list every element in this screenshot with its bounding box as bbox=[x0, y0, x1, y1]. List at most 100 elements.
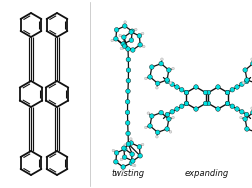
Circle shape bbox=[122, 155, 127, 159]
Circle shape bbox=[244, 127, 248, 131]
Circle shape bbox=[155, 136, 158, 138]
Circle shape bbox=[250, 58, 252, 61]
Circle shape bbox=[249, 110, 252, 115]
Circle shape bbox=[169, 82, 174, 86]
Circle shape bbox=[193, 85, 198, 89]
Circle shape bbox=[229, 87, 234, 92]
Circle shape bbox=[169, 82, 171, 84]
Circle shape bbox=[134, 28, 137, 31]
Circle shape bbox=[183, 101, 188, 106]
Circle shape bbox=[121, 35, 126, 39]
Circle shape bbox=[224, 101, 229, 106]
Circle shape bbox=[174, 85, 178, 89]
Circle shape bbox=[149, 65, 153, 69]
Circle shape bbox=[224, 90, 229, 95]
Circle shape bbox=[125, 89, 130, 93]
Circle shape bbox=[155, 81, 159, 86]
Circle shape bbox=[166, 117, 170, 121]
Circle shape bbox=[121, 47, 124, 49]
Circle shape bbox=[166, 68, 170, 72]
Circle shape bbox=[224, 101, 229, 106]
Circle shape bbox=[160, 58, 163, 61]
Circle shape bbox=[141, 143, 143, 146]
Circle shape bbox=[121, 146, 126, 151]
Circle shape bbox=[131, 164, 134, 166]
Circle shape bbox=[224, 90, 229, 95]
Circle shape bbox=[149, 114, 153, 118]
Circle shape bbox=[165, 112, 169, 117]
Circle shape bbox=[239, 116, 241, 119]
Circle shape bbox=[118, 34, 121, 37]
Circle shape bbox=[123, 144, 126, 146]
Text: twisting: twisting bbox=[111, 169, 144, 178]
Circle shape bbox=[129, 138, 132, 140]
Circle shape bbox=[142, 45, 144, 48]
Circle shape bbox=[239, 82, 243, 86]
Circle shape bbox=[242, 68, 246, 72]
Circle shape bbox=[234, 107, 238, 111]
Circle shape bbox=[121, 170, 124, 172]
Circle shape bbox=[158, 110, 163, 115]
Circle shape bbox=[120, 165, 125, 169]
Circle shape bbox=[129, 29, 134, 33]
Circle shape bbox=[234, 85, 238, 89]
Circle shape bbox=[164, 127, 169, 131]
Circle shape bbox=[137, 154, 142, 158]
Circle shape bbox=[125, 110, 129, 115]
Circle shape bbox=[113, 36, 118, 41]
Circle shape bbox=[113, 159, 118, 164]
Circle shape bbox=[129, 30, 133, 34]
Circle shape bbox=[183, 101, 188, 106]
Circle shape bbox=[215, 85, 219, 89]
Circle shape bbox=[193, 107, 198, 111]
Circle shape bbox=[114, 27, 118, 32]
Circle shape bbox=[125, 131, 130, 136]
Circle shape bbox=[243, 79, 248, 84]
Circle shape bbox=[125, 78, 130, 83]
Circle shape bbox=[183, 90, 188, 95]
Circle shape bbox=[155, 130, 159, 135]
Circle shape bbox=[179, 87, 183, 92]
Circle shape bbox=[110, 39, 113, 42]
Circle shape bbox=[120, 42, 125, 46]
Circle shape bbox=[125, 142, 130, 146]
Circle shape bbox=[120, 158, 122, 161]
Circle shape bbox=[122, 24, 127, 28]
Circle shape bbox=[147, 75, 152, 79]
Circle shape bbox=[144, 77, 146, 80]
Circle shape bbox=[179, 104, 183, 108]
Circle shape bbox=[144, 126, 146, 129]
Circle shape bbox=[164, 78, 169, 82]
Circle shape bbox=[239, 109, 243, 114]
Circle shape bbox=[165, 79, 169, 84]
Circle shape bbox=[183, 90, 188, 95]
Circle shape bbox=[125, 121, 130, 125]
Circle shape bbox=[202, 101, 207, 106]
Circle shape bbox=[169, 109, 174, 114]
Circle shape bbox=[129, 152, 134, 156]
Circle shape bbox=[112, 149, 114, 152]
Circle shape bbox=[137, 145, 141, 149]
Circle shape bbox=[158, 61, 163, 66]
Circle shape bbox=[125, 57, 130, 62]
Circle shape bbox=[137, 33, 141, 38]
Circle shape bbox=[146, 112, 149, 114]
Circle shape bbox=[122, 147, 127, 151]
Circle shape bbox=[125, 99, 130, 104]
Circle shape bbox=[123, 21, 126, 23]
Circle shape bbox=[171, 67, 174, 70]
Circle shape bbox=[205, 90, 210, 95]
Circle shape bbox=[147, 124, 152, 128]
Circle shape bbox=[141, 32, 143, 35]
Circle shape bbox=[126, 68, 130, 72]
Circle shape bbox=[114, 151, 118, 155]
Circle shape bbox=[120, 47, 122, 50]
Circle shape bbox=[137, 42, 142, 47]
Circle shape bbox=[249, 61, 252, 66]
Circle shape bbox=[125, 47, 130, 51]
Circle shape bbox=[122, 44, 127, 49]
Circle shape bbox=[229, 104, 234, 108]
Circle shape bbox=[174, 107, 178, 111]
Circle shape bbox=[129, 141, 133, 145]
Circle shape bbox=[130, 159, 135, 163]
